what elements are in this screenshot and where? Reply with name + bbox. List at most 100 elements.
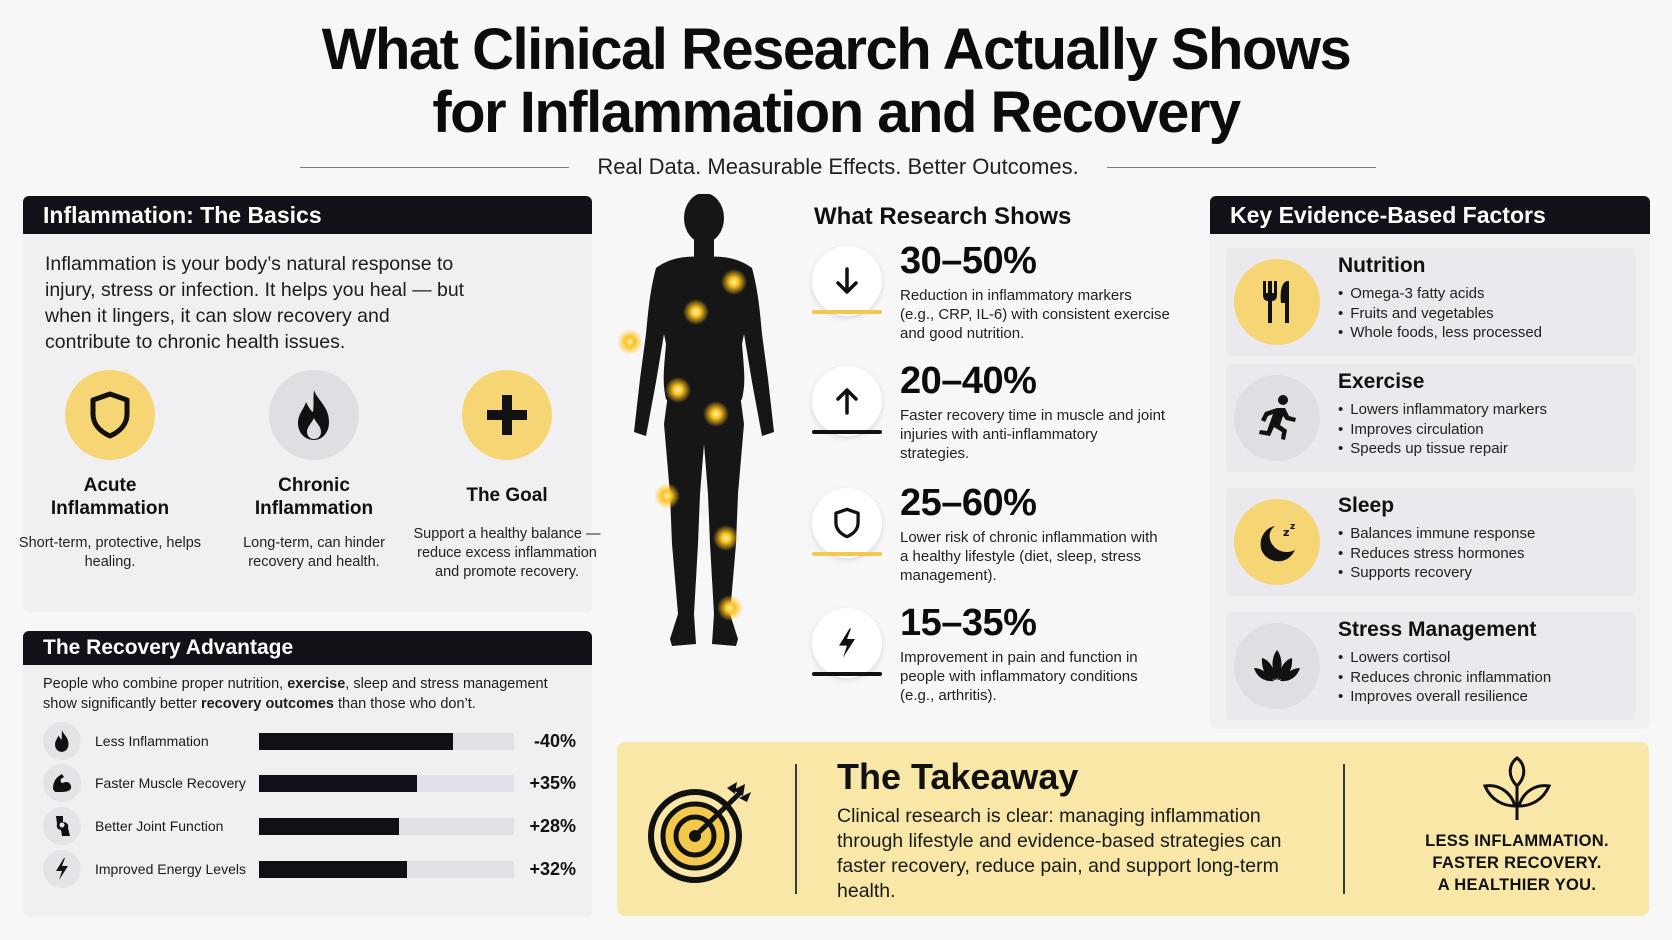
stat-description: Faster recovery time in muscle and joint… — [900, 407, 1166, 462]
glow-point — [683, 299, 709, 325]
stat-description: Reduction in inflammatory markers (e.g.,… — [900, 287, 1170, 342]
type-name-line: Inflammation — [254, 498, 374, 519]
research-stat: 30–50% Reduction in inflammatory markers… — [812, 240, 1170, 354]
factor-bullet: Lowers inflammatory markers — [1338, 400, 1547, 420]
page-title: What Clinical Research Actually Shows fo… — [0, 18, 1672, 144]
factor-bullets: Lowers inflammatory markers Improves cir… — [1338, 400, 1547, 459]
recovery-heading: The Recovery Advantage — [23, 631, 592, 665]
research-heading: What Research Shows — [814, 203, 1072, 230]
stat-accent-line — [812, 430, 882, 434]
glow-point — [717, 595, 743, 621]
glow-point — [713, 525, 739, 551]
factors-panel: Key Evidence-Based Factors Nutrition Ome… — [1210, 196, 1650, 729]
bar-track — [259, 732, 514, 750]
basics-panel: Inflammation: The Basics Inflammation is… — [19, 196, 601, 612]
recovery-bar-row: Improved Energy Levels +32% — [43, 849, 588, 889]
type-acute: Acute Inflammation Short-term, protectiv… — [15, 370, 205, 572]
recovery-text-part: than those who don’t. — [333, 696, 476, 712]
factor-card: zz Sleep Balances immune response Reduce… — [1226, 488, 1636, 596]
recovery-bar-row: Better Joint Function +28% — [43, 806, 588, 846]
divider — [795, 764, 797, 894]
stat-accent-line — [812, 672, 882, 676]
slogan-line: A HEALTHIER YOU. — [1437, 876, 1597, 894]
type-name-line: Inflammation — [50, 498, 170, 519]
type-goal: The Goal Support a healthy balance — red… — [407, 370, 607, 582]
factor-bullet: Lowers cortisol — [1338, 648, 1551, 668]
bar-track — [259, 774, 514, 792]
stat-description: Lower risk of chronic inflammation with … — [900, 529, 1158, 584]
bar-track — [259, 817, 514, 835]
type-name-line: The Goal — [466, 485, 548, 506]
bar-value: -40% — [533, 730, 576, 751]
inflammation-glow-points — [617, 269, 747, 621]
stat-percent: 15–35% — [900, 602, 1037, 644]
research-stat: 20–40% Faster recovery time in muscle an… — [812, 360, 1168, 474]
factor-bullet: Reduces chronic inflammation — [1338, 668, 1551, 688]
shield-icon — [812, 488, 882, 558]
glow-point — [721, 269, 747, 295]
subtitle: Real Data. Measurable Effects. Better Ou… — [597, 154, 1079, 179]
bar-fill — [259, 774, 418, 792]
research-stat: 25–60% Lower risk of chronic inflammatio… — [812, 482, 1168, 596]
svg-text:z: z — [1290, 522, 1295, 532]
factor-bullet: Whole foods, less processed — [1338, 323, 1542, 343]
slogan-line: LESS INFLAMMATION. — [1425, 832, 1609, 850]
bar-fill — [259, 817, 400, 835]
recovery-panel: The Recovery Advantage People who combin… — [23, 631, 592, 917]
bar-label: Faster Muscle Recovery — [95, 775, 246, 791]
stat-percent: 20–40% — [900, 360, 1037, 402]
flame-icon — [43, 722, 81, 760]
type-name: The Goal — [407, 484, 607, 507]
factor-bullet: Omega-3 fatty acids — [1338, 284, 1542, 304]
recovery-text-part: , sleep and stress management show signi… — [43, 676, 548, 712]
takeaway-banner: The Takeaway Clinical research is clear:… — [617, 742, 1649, 916]
sprout-icon — [1477, 756, 1557, 826]
human-body-figure — [617, 194, 774, 646]
recovery-text-bold: recovery outcomes — [200, 696, 334, 712]
arrow-down-icon — [812, 246, 882, 316]
svg-text:z: z — [1283, 526, 1289, 539]
stat-accent-line — [812, 552, 882, 556]
flame-icon — [269, 370, 359, 460]
recovery-text-part: People who combine proper nutrition, — [43, 676, 288, 692]
factor-bullet: Speeds up tissue repair — [1338, 439, 1547, 459]
bar-label: Less Inflammation — [95, 733, 209, 749]
title-line-2: for Inflammation and Recovery — [432, 80, 1241, 145]
research-stat: 15–35% Improvement in pain and function … — [812, 602, 1168, 716]
factor-bullet: Reduces stress hormones — [1338, 544, 1535, 564]
subtitle-row: Real Data. Measurable Effects. Better Ou… — [300, 152, 1376, 182]
recovery-text-bold: exercise — [287, 676, 346, 692]
divider — [1343, 764, 1345, 894]
glow-point — [654, 483, 680, 509]
joint-icon — [43, 807, 81, 845]
glow-point — [703, 401, 729, 427]
factor-card: Nutrition Omega-3 fatty acids Fruits and… — [1226, 248, 1636, 356]
divider — [300, 166, 570, 168]
bar-label: Better Joint Function — [95, 818, 224, 834]
glow-point — [665, 377, 691, 403]
factor-bullet: Supports recovery — [1338, 563, 1535, 583]
type-name-line: Acute — [83, 475, 137, 496]
factor-bullets: Balances immune response Reduces stress … — [1338, 524, 1535, 583]
type-chronic: Chronic Inflammation Long-term, can hind… — [219, 370, 409, 572]
bar-value: +35% — [529, 772, 576, 793]
takeaway-slogan: LESS INFLAMMATION. FASTER RECOVERY. A HE… — [1395, 830, 1639, 896]
shield-icon — [65, 370, 155, 460]
recovery-bar-row: Faster Muscle Recovery +35% — [43, 763, 588, 803]
type-name: Chronic Inflammation — [219, 474, 409, 520]
takeaway-text: Clinical research is clear: managing inf… — [837, 805, 1282, 902]
fork-knife-icon — [1234, 259, 1320, 345]
bar-track — [259, 860, 514, 878]
takeaway-title: The Takeaway — [837, 756, 1079, 797]
factor-name: Stress Management — [1338, 618, 1537, 641]
factor-bullet: Improves circulation — [1338, 420, 1547, 440]
factor-bullet: Fruits and vegetables — [1338, 304, 1542, 324]
factor-bullets: Omega-3 fatty acids Fruits and vegetable… — [1338, 284, 1542, 343]
basics-text: Inflammation is your body’s natural resp… — [45, 253, 465, 353]
lightning-icon — [43, 850, 81, 888]
runner-icon — [1234, 375, 1320, 461]
bar-fill — [259, 860, 407, 878]
lightning-icon — [812, 608, 882, 678]
factor-card: Exercise Lowers inflammatory markers Imp… — [1226, 364, 1636, 472]
